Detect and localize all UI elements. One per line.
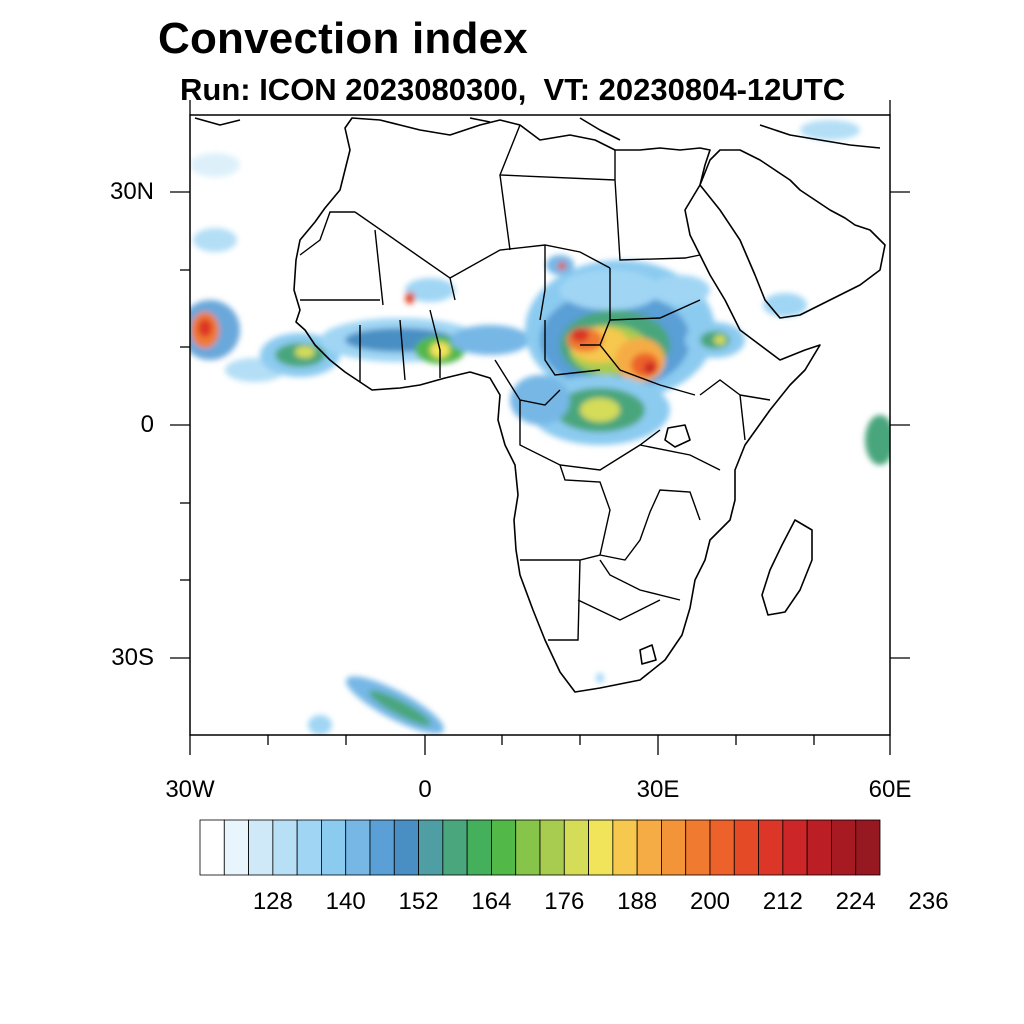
colorbar-swatch (806, 819, 832, 876)
lon-label-60e: 60E (868, 776, 912, 803)
lon-label-30e: 30E (636, 776, 680, 803)
colorbar-tick-label: 176 (544, 888, 585, 915)
colorbar-swatch (515, 819, 541, 876)
chart-subtitle: Run: ICON 2023080300, VT: 20230804-12UTC (180, 72, 846, 107)
colorbar-swatch (758, 819, 784, 876)
colorbar-swatch (855, 819, 881, 876)
colorbar-swatch (418, 819, 444, 876)
colorbar-tick-label: 212 (762, 888, 803, 915)
colorbar-swatch (636, 819, 662, 876)
convection-field (190, 120, 890, 735)
lon-label-0: 0 (418, 776, 432, 803)
country-borders (299, 124, 771, 641)
colorbar-tick-label: 140 (325, 888, 366, 915)
lat-label-0: 0 (140, 411, 154, 438)
lon-label-30w: 30W (165, 776, 215, 803)
colorbar-swatch (831, 819, 857, 876)
colorbar-swatch (199, 819, 225, 876)
lat-label-30s: 30S (111, 644, 154, 671)
colorbar-tick-label: 200 (689, 888, 731, 915)
colorbar-swatch (272, 819, 298, 876)
coastlines (194, 117, 886, 693)
colorbar-tick-label: 236 (908, 888, 949, 915)
chart-title: Convection index (158, 14, 528, 63)
colorbar-swatch (369, 819, 395, 876)
colorbar-swatch (661, 819, 687, 876)
colorbar-swatch (733, 819, 759, 876)
colorbar-swatch (709, 819, 735, 876)
colorbar-swatch (248, 819, 274, 876)
colorbar-swatch (223, 819, 249, 876)
colorbar-swatch (612, 819, 638, 876)
colorbar-swatch (296, 819, 322, 876)
colorbar-swatch (345, 819, 371, 876)
colorbar-swatch (491, 819, 517, 876)
colorbar-swatch (685, 819, 711, 876)
colorbar-swatch (393, 819, 419, 876)
colorbar-tick-label: 224 (835, 888, 876, 915)
axis-ticks (170, 100, 910, 755)
colorbar-tick-label: 152 (398, 888, 439, 915)
colorbar-swatch (442, 819, 468, 876)
colorbar-swatch (466, 819, 492, 876)
colorbar-tick-label: 188 (617, 888, 658, 915)
colorbar-swatch (539, 819, 565, 876)
colorbar-tick-label: 164 (471, 888, 512, 915)
colorbar-swatch (563, 819, 589, 876)
colorbar-swatch (588, 819, 614, 876)
colorbar-tick-label: 128 (252, 888, 293, 915)
colorbar-swatch (782, 819, 808, 876)
colorbar (199, 819, 881, 876)
lat-label-30n: 30N (109, 178, 154, 205)
colorbar-swatch (321, 819, 347, 876)
